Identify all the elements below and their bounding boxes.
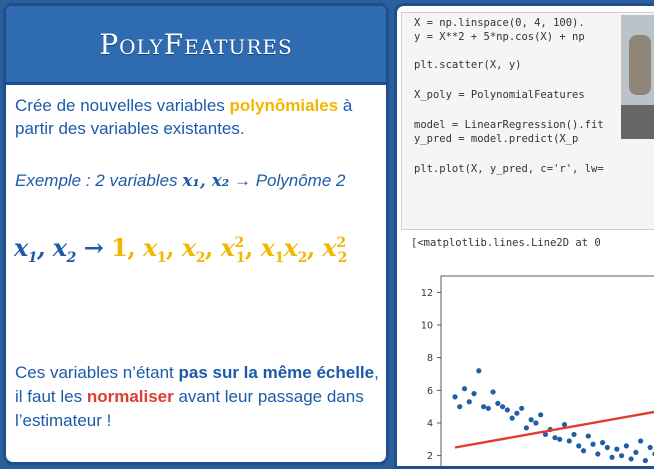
y-tick-label: 8	[427, 353, 433, 364]
scatter-point	[461, 386, 468, 392]
y-tick-label: 2	[427, 451, 433, 462]
code-cell[interactable]: X = np.linspace(0, 4, 100). y = X**2 + 5…	[401, 12, 654, 230]
scatter-point	[476, 368, 482, 374]
scatter-point	[609, 454, 615, 460]
scatter-point	[519, 405, 525, 411]
scatter-point	[528, 417, 534, 423]
scatter-plot: 12 10 8 6 4 2	[421, 275, 654, 466]
desc-part-1: Crée de nouvelles variables	[15, 96, 230, 115]
title-bar: PolyFeatures	[6, 6, 386, 85]
y-tick-label: 6	[427, 386, 433, 397]
scatter-point	[485, 405, 491, 411]
y-tick-label: 10	[421, 321, 433, 332]
scatter-point	[566, 438, 572, 444]
scatter-point	[495, 400, 501, 406]
scatter-point	[452, 394, 458, 400]
desc-highlight: polynômiales	[229, 96, 339, 115]
cell-output: [<matplotlib.lines.Line2D at 0	[411, 237, 601, 249]
scatter-point	[509, 415, 515, 421]
example-vars: x₁, x₂	[182, 171, 230, 191]
desc-part-2: à partir des variables existantes.	[15, 96, 353, 138]
plot-frame	[440, 275, 654, 466]
note-part-1: Ces variables n’étant	[15, 363, 179, 382]
scatter-point	[542, 431, 549, 438]
example-text: Exemple : 2 variables x₁, x₂ → Polynôme …	[15, 169, 385, 193]
scatter-point	[623, 443, 629, 449]
scatter-point	[500, 404, 506, 410]
scatter-point	[580, 448, 587, 454]
scatter-point	[590, 441, 596, 447]
y-tick-label: 4	[427, 419, 433, 430]
scatter-point	[514, 410, 520, 416]
scatter-point	[552, 435, 558, 441]
scatter-point	[480, 404, 487, 410]
scatter-point	[466, 399, 472, 405]
scatter-point	[533, 420, 539, 426]
note-part-3: avant leur passage dans l’estimateur !	[15, 387, 364, 430]
scatter-point	[595, 451, 601, 457]
scatter-point	[619, 453, 625, 459]
scatter-point	[490, 389, 496, 395]
presenter-video-thumbnail	[621, 15, 654, 139]
code-line: X_poly = PolynomialFeatures	[414, 89, 585, 101]
scatter-point	[557, 436, 563, 442]
scatter-point	[457, 404, 463, 410]
regression-line	[454, 410, 654, 449]
slide-panel: PolyFeatures Crée de nouvelles variables…	[3, 3, 389, 465]
note-bold: pas sur la même échelle	[178, 363, 375, 382]
example-prefix: Exemple : 2 variables	[15, 171, 183, 190]
y-tick-label: 12	[421, 288, 433, 299]
scatter-point	[638, 438, 644, 444]
scatter-point	[633, 449, 639, 455]
code-line: y_pred = model.predict(X_p	[414, 133, 579, 145]
scatter-point	[571, 431, 577, 438]
notebook-panel: X = np.linspace(0, 4, 100). y = X**2 + 5…	[394, 3, 654, 469]
code-line: model = LinearRegression().fit	[414, 119, 604, 131]
scatter-point	[471, 391, 477, 397]
scatter-point	[576, 443, 582, 449]
slide-title: PolyFeatures	[99, 27, 293, 61]
polynomial-formula: x1, x2 → 1, x1, x2, x21, x1x2, x22	[14, 233, 347, 266]
scatter-point	[604, 444, 610, 451]
note-part-2: , il faut les	[15, 363, 379, 406]
scatter-point	[504, 407, 510, 413]
code-line: plt.scatter(X, y)	[414, 59, 522, 71]
scatter-point	[614, 446, 620, 452]
code-line: y = X**2 + 5*np.cos(X) + np	[414, 31, 585, 43]
scatter-point	[642, 457, 648, 464]
scatter-point	[538, 412, 544, 418]
note-text: Ces variables n’étant pas sur la même éc…	[15, 361, 385, 433]
note-red: normaliser	[86, 387, 174, 406]
code-line: X = np.linspace(0, 4, 100).	[414, 17, 585, 29]
code-line: plt.plot(X, y_pred, c='r', lw=	[414, 163, 604, 175]
scatter-point	[628, 456, 634, 462]
scatter-point	[599, 440, 606, 446]
scatter-point	[585, 433, 591, 439]
scatter-point	[523, 425, 529, 431]
scatter-point	[647, 444, 653, 451]
description-text: Crée de nouvelles variables polynômiales…	[15, 94, 385, 140]
example-suffix: → Polynôme 2	[229, 171, 346, 190]
scatter-point	[561, 422, 568, 428]
